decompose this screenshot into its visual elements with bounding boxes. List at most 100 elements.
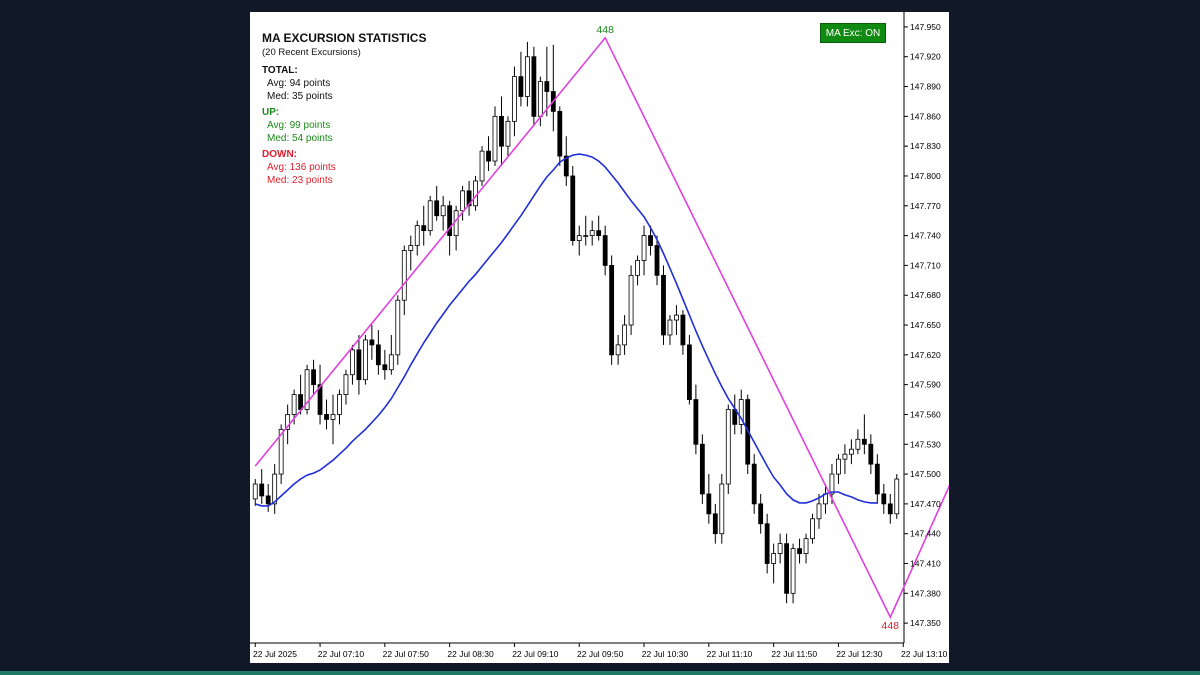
candle	[706, 474, 712, 524]
candle-body-down	[706, 493, 712, 515]
candle	[602, 225, 608, 276]
candle-body-down	[680, 314, 686, 346]
chart-panel[interactable]: 4484486430 147.950147.920147.890147.8601…	[250, 12, 949, 663]
candle	[252, 479, 258, 506]
price-tick-label: 147.350	[910, 618, 941, 628]
candle	[758, 493, 764, 534]
stats-title: MA EXCURSION STATISTICS	[262, 31, 427, 45]
candle-body-up	[589, 230, 595, 236]
candle	[408, 235, 414, 271]
candle	[894, 474, 900, 519]
time-axis: 22 Jul 2025 22 Jul 07:10 22 Jul 07:50 22 Ju…	[253, 643, 948, 659]
candle	[628, 265, 634, 335]
price-tick-label: 147.890	[910, 82, 941, 92]
candle-body-down	[797, 548, 802, 554]
candle-body-down	[764, 523, 770, 564]
candle	[343, 369, 349, 405]
candle-body-up	[628, 274, 634, 326]
candle	[414, 220, 420, 256]
stats-subtitle: (20 Recent Excursions)	[262, 47, 361, 58]
time-tick-label: 22 Jul 08:30	[447, 649, 494, 659]
candle-body-up	[635, 260, 640, 276]
candle-body-up	[505, 120, 511, 147]
candle-body-down	[881, 493, 887, 505]
candle-body-up	[719, 483, 725, 535]
candle	[311, 359, 316, 395]
candle-body-up	[810, 518, 815, 540]
candle-body-up	[615, 344, 621, 356]
candle	[499, 96, 504, 167]
stats-up-avg: Avg: 99 points	[267, 120, 331, 131]
stats-total: TOTAL: Avg: 94 points Med: 35 points	[262, 64, 502, 103]
candle-body-up	[842, 453, 848, 460]
candle-body-down	[661, 274, 666, 336]
candle-body-down	[686, 344, 692, 400]
candle-body-down	[861, 438, 867, 445]
candle-body-up	[350, 349, 355, 376]
candle	[874, 454, 880, 504]
excursion-label-up: 448	[596, 24, 614, 36]
candle-body-up	[440, 205, 446, 217]
candle	[848, 439, 854, 465]
candle	[388, 334, 394, 375]
candle-body-up	[330, 414, 336, 420]
candle	[524, 41, 530, 107]
candle-body-up	[460, 190, 466, 212]
moving-average	[254, 153, 878, 507]
stats-down-head: DOWN:	[262, 149, 297, 160]
candles	[252, 41, 900, 604]
price-tick-label: 147.740	[910, 231, 941, 241]
candle-body-up	[537, 81, 543, 117]
candle	[272, 464, 278, 514]
price-tick-label: 147.950	[910, 22, 941, 32]
price-tick-label: 147.650	[910, 320, 941, 330]
candle-body-up	[401, 250, 407, 301]
candle	[699, 434, 705, 504]
price-tick-label: 147.410	[910, 559, 941, 569]
candle	[550, 44, 556, 132]
candle	[362, 334, 368, 385]
candle-body-down	[486, 150, 491, 162]
candle-body-down	[421, 225, 427, 232]
candle-body-up	[524, 56, 530, 97]
candle-body-down	[544, 81, 550, 92]
candle-body-up	[291, 394, 297, 415]
candle-body-up	[278, 428, 284, 475]
ma-excursion-toggle-button[interactable]: MA Exc: ON	[820, 23, 886, 43]
candle	[337, 389, 342, 425]
candle	[324, 399, 329, 430]
excursion-label-down: 448	[882, 620, 900, 632]
price-chart[interactable]: 4484486430 147.950147.920147.890147.8601…	[250, 12, 949, 663]
candle-body-up	[414, 225, 420, 246]
time-tick-label: 22 Jul 10:30	[642, 649, 689, 659]
time-tick-label: 22 Jul 12:30	[836, 649, 883, 659]
stats-total-avg: Avg: 94 points	[267, 78, 331, 89]
candle-body-down	[648, 235, 653, 246]
candle-body-up	[836, 458, 841, 475]
candle-body-down	[654, 245, 660, 276]
zigzag-line	[254, 36, 949, 620]
candle-body-down	[596, 230, 602, 236]
candle	[259, 469, 265, 504]
candle-body-down	[602, 235, 608, 266]
candle-body-up	[408, 245, 414, 251]
candle	[855, 429, 861, 455]
candle	[719, 474, 725, 544]
candle	[492, 106, 498, 167]
price-tick-label: 147.680	[910, 290, 941, 300]
time-tick-label: 22 Jul 07:10	[318, 649, 365, 659]
candle	[622, 315, 628, 355]
time-tick-label: 22 Jul 07:50	[383, 649, 430, 659]
candle	[693, 384, 699, 455]
candle	[725, 404, 731, 494]
candle-body-up	[479, 150, 485, 182]
price-tick-label: 147.920	[910, 52, 941, 62]
time-tick-label: 22 Jul 09:10	[512, 649, 559, 659]
candle	[861, 414, 867, 455]
candle	[460, 185, 466, 221]
stats-panel: MA EXCURSION STATISTICS (20 Recent Excur…	[262, 31, 502, 187]
price-tick-label: 147.500	[910, 469, 941, 479]
stats-down: DOWN: Avg: 136 points Med: 23 points	[262, 148, 502, 187]
price-tick-label: 147.620	[910, 350, 941, 360]
candle	[350, 344, 355, 385]
